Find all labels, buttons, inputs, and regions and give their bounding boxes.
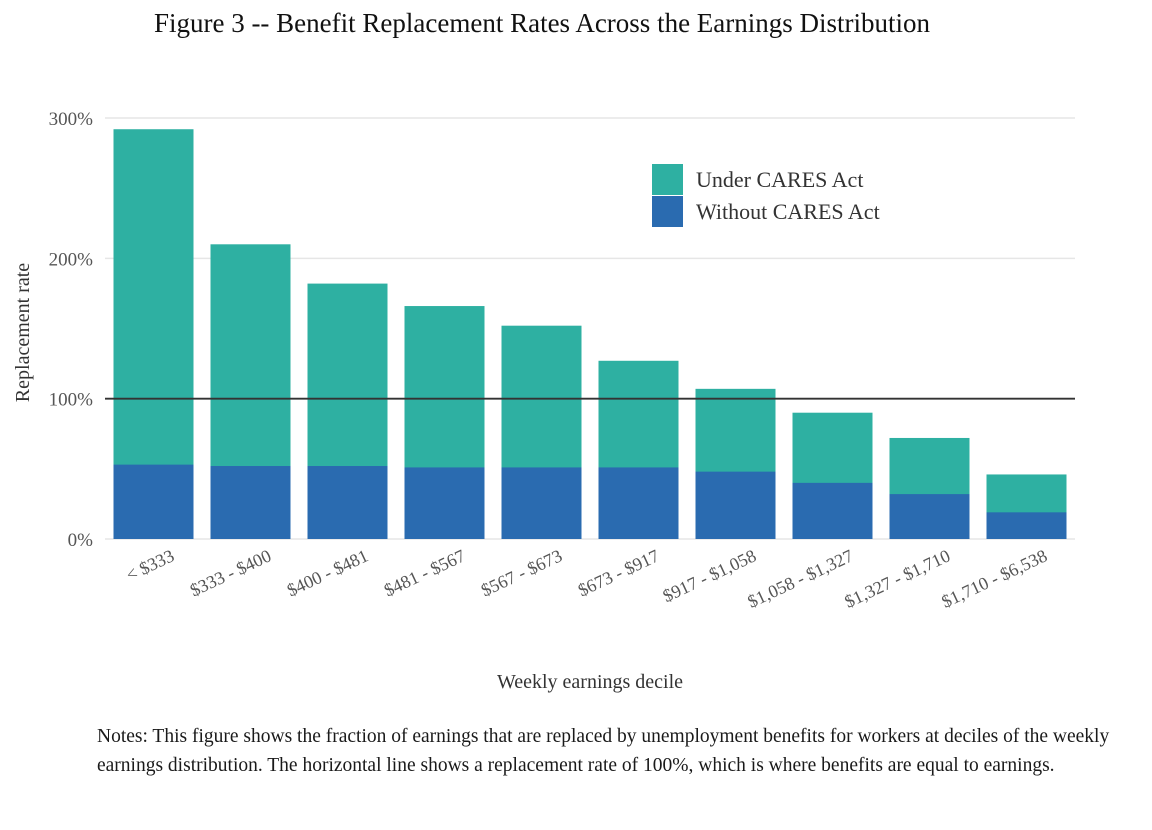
bar-without-cares	[113, 464, 194, 539]
figure-notes: Notes: This figure shows the fraction of…	[97, 726, 1110, 776]
x-tick-label: $673 - $917	[575, 545, 662, 600]
x-tick-label: < $333	[123, 545, 177, 585]
chart-title: Figure 3 -- Benefit Replacement Rates Ac…	[153, 8, 931, 38]
x-tick-label: $1,058 - $1,327	[744, 545, 856, 611]
bar-without-cares	[307, 466, 388, 539]
x-tick-label: $400 - $481	[284, 545, 371, 600]
x-tick-label: $1,710 - $6,538	[938, 545, 1050, 611]
y-tick-label: 0%	[68, 530, 94, 551]
bar-without-cares	[695, 471, 776, 539]
bar-without-cares	[792, 482, 873, 539]
y-axis-title: Replacement rate	[12, 263, 34, 402]
x-tick-label: $333 - $400	[187, 545, 274, 600]
bar-without-cares	[501, 467, 582, 539]
legend-swatch	[652, 196, 683, 227]
bar-without-cares	[889, 494, 970, 539]
legend-label: Under CARES Act	[696, 167, 863, 192]
x-tick-label: $1,327 - $1,710	[841, 545, 953, 611]
x-tick-label: $567 - $673	[478, 545, 565, 600]
bar-without-cares	[986, 512, 1067, 539]
bar-without-cares	[404, 467, 485, 539]
bar-without-cares	[598, 467, 679, 539]
y-tick-label: 300%	[49, 109, 94, 130]
legend-label: Without CARES Act	[696, 199, 880, 224]
legend-swatch	[652, 164, 683, 195]
x-tick-label: $481 - $567	[381, 545, 468, 600]
bar-chart: 0% 100% 200% 300% < $333 $333 - $400 $400 - $4…	[12, 109, 1075, 693]
bar-without-cares	[210, 466, 291, 539]
x-tick-label: $917 - $1,058	[660, 545, 760, 606]
x-axis-title: Weekly earnings decile	[497, 671, 683, 693]
y-tick-label: 100%	[49, 390, 94, 411]
y-tick-label: 200%	[49, 249, 94, 270]
